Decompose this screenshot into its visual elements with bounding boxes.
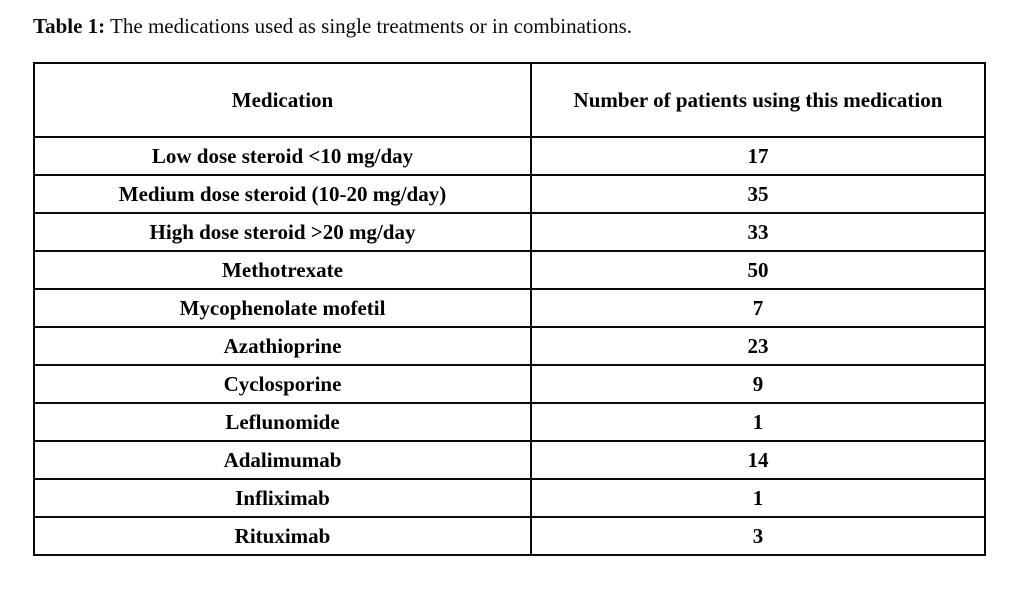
table-row: High dose steroid >20 mg/day 33 (33, 212, 986, 253)
table-row: Azathioprine 23 (33, 326, 986, 367)
table-row: Infliximab 1 (33, 478, 986, 519)
table-header-row: Medication Number of patients using this… (33, 62, 986, 139)
patient-count-cell: 33 (530, 212, 986, 253)
table-row: Adalimumab 14 (33, 440, 986, 481)
column-header-medication-label: Medication (231, 88, 334, 113)
patient-count-cell: 50 (530, 250, 986, 291)
medication-cell: Methotrexate (33, 250, 532, 291)
medication-cell: Infliximab (33, 478, 532, 519)
table-row: Leflunomide 1 (33, 402, 986, 443)
medications-table: Medication Number of patients using this… (33, 62, 986, 557)
table-body: Low dose steroid <10 mg/day 17 Medium dose… (33, 136, 986, 557)
table-row: Rituximab 3 (33, 516, 986, 557)
medication-cell: Leflunomide (33, 402, 532, 443)
patient-count-cell: 9 (530, 364, 986, 405)
medication-cell: Adalimumab (33, 440, 532, 481)
medication-cell: Mycophenolate mofetil (33, 288, 532, 329)
patient-count-cell: 17 (530, 136, 986, 177)
table-caption-text: The medications used as single treatment… (105, 14, 633, 38)
table-row: Low dose steroid <10 mg/day 17 (33, 136, 986, 177)
column-header-patient-count-label: Number of patients using this medication (573, 88, 943, 113)
table-row: Mycophenolate mofetil 7 (33, 288, 986, 329)
column-header-patient-count: Number of patients using this medication (530, 62, 986, 139)
table-row: Methotrexate 50 (33, 250, 986, 291)
patient-count-cell: 14 (530, 440, 986, 481)
table-row: Cyclosporine 9 (33, 364, 986, 405)
medication-cell: Azathioprine (33, 326, 532, 367)
patient-count-cell: 3 (530, 516, 986, 557)
table-row: Medium dose steroid (10-20 mg/day) 35 (33, 174, 986, 215)
patient-count-cell: 1 (530, 402, 986, 443)
column-header-medication: Medication (33, 62, 532, 139)
patient-count-cell: 7 (530, 288, 986, 329)
medication-cell: High dose steroid >20 mg/day (33, 212, 532, 253)
medication-cell: Cyclosporine (33, 364, 532, 405)
table-caption-label: Table 1: (33, 14, 106, 38)
patient-count-cell: 35 (530, 174, 986, 215)
table-caption: Table 1: The medications used as single … (33, 13, 1027, 39)
medication-cell: Low dose steroid <10 mg/day (33, 136, 532, 177)
patient-count-cell: 1 (530, 478, 986, 519)
medication-cell: Rituximab (33, 516, 532, 557)
medication-cell: Medium dose steroid (10-20 mg/day) (33, 174, 532, 215)
patient-count-cell: 23 (530, 326, 986, 367)
